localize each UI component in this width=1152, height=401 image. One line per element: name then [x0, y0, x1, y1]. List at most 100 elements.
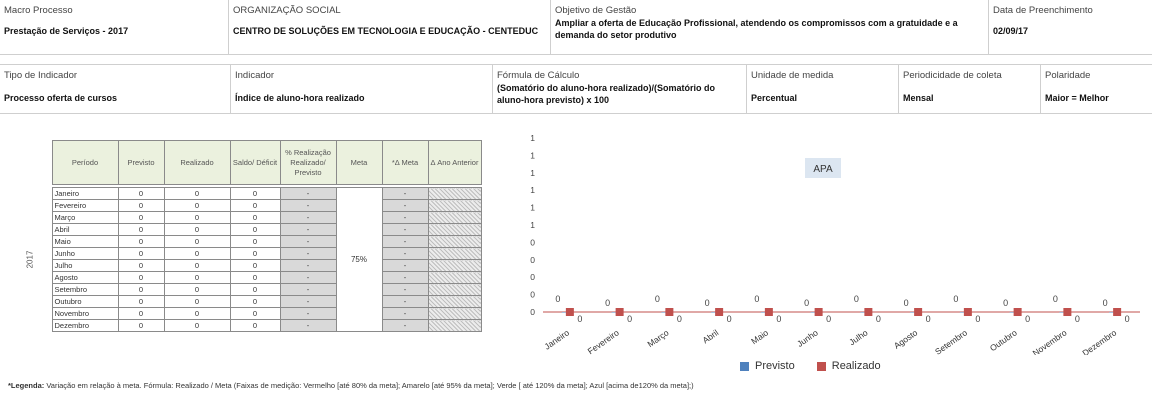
organizacao-value: CENTRO DE SOLUÇÕES EM TECNOLOGIA E EDUCA… — [233, 26, 539, 36]
table-row: Agosto 0 0 0- - — [8, 271, 482, 284]
legend-swatch-previsto — [740, 361, 749, 371]
bar-previsto — [810, 312, 816, 313]
cell-realizado: 0 — [163, 223, 231, 236]
cell-periodo: Janeiro — [51, 187, 119, 200]
cell-delta-meta: - — [381, 199, 429, 212]
bar-previsto — [860, 312, 866, 313]
legend-note-text: Variação em relação à meta. Fórmula: Rea… — [44, 381, 694, 390]
cell-realizacao: - — [279, 295, 337, 308]
table-body: 2017 Janeiro 0 0 0-75% - Fevereiro 0 0 0- - Março 0 0… — [8, 187, 482, 332]
data-label-realizado: 0 — [577, 314, 582, 324]
data-label-realizado: 0 — [975, 314, 980, 324]
col-header-saldo: Saldo/ Déficit — [229, 140, 281, 185]
macro-processo-label: Macro Processo — [4, 5, 73, 16]
table-row: Maio 0 0 0- - — [8, 235, 482, 248]
legend-label-previsto: Previsto — [755, 360, 795, 372]
unidade-medida-cell: Unidade de medida Percentual — [746, 65, 898, 113]
polaridade-value: Maior = Melhor — [1045, 93, 1109, 103]
cell-previsto: 0 — [117, 199, 165, 212]
legend-item-previsto: Previsto — [740, 360, 795, 372]
cell-delta-meta: - — [381, 187, 429, 200]
cell-delta-ano — [427, 295, 482, 308]
data-label-previsto: 0 — [754, 294, 759, 304]
data-label-realizado: 0 — [1025, 314, 1030, 324]
cell-delta-ano — [427, 319, 482, 332]
indicador-label: Indicador — [235, 70, 275, 81]
cell-realizacao: - — [279, 307, 337, 320]
bar-realizado — [1113, 308, 1122, 316]
table-row: Novembro 0 0 0- - — [8, 307, 482, 320]
data-label-previsto: 0 — [605, 298, 610, 308]
col-header-realizado: Realizado — [163, 140, 231, 185]
objetivo-value: Ampliar a oferta de Educação Profissiona… — [555, 18, 958, 40]
cell-delta-ano — [427, 307, 482, 320]
cell-delta-meta: - — [381, 295, 429, 308]
cell-previsto: 0 — [117, 295, 165, 308]
cell-previsto: 0 — [117, 319, 165, 332]
table-row: Setembro 0 0 0- - — [8, 283, 482, 296]
year-cell: 2017 — [8, 188, 52, 332]
formula-value: (Somatório do aluno-hora realizado)/(Som… — [497, 83, 716, 105]
data-label-realizado: 0 — [876, 314, 881, 324]
cell-delta-ano — [427, 223, 482, 236]
x-tick-label: Julho — [847, 327, 870, 347]
cell-saldo: 0 — [229, 199, 281, 212]
col-header-periodo: Período — [51, 140, 119, 185]
x-tick-label: Fevereiro — [586, 327, 621, 355]
cell-previsto: 0 — [117, 283, 165, 296]
bar-realizado — [1063, 308, 1072, 316]
data-preenchimento-cell: Data de Preenchimento 02/09/17 — [988, 0, 1152, 54]
unidade-medida-value: Percentual — [751, 93, 798, 103]
cell-periodo: Novembro — [51, 307, 119, 320]
cell-saldo: 0 — [229, 211, 281, 224]
col-header-meta: Meta — [335, 140, 383, 185]
y-tick-label: 0 — [530, 272, 535, 282]
cell-saldo: 0 — [229, 259, 281, 272]
cell-realizacao: - — [279, 247, 337, 260]
y-tick-label: 0 — [530, 307, 535, 317]
cell-realizado: 0 — [163, 295, 231, 308]
cell-saldo: 0 — [229, 187, 281, 200]
polaridade-label: Polaridade — [1045, 70, 1091, 81]
x-tick-label: Abril — [701, 327, 721, 345]
bar-previsto — [1059, 312, 1065, 313]
bar-previsto — [959, 312, 965, 313]
bar-realizado — [715, 308, 724, 316]
table-row: Junho 0 0 0- - — [8, 247, 482, 260]
cell-delta-ano — [427, 211, 482, 224]
header-row-2: Tipo de Indicador Processo oferta de cur… — [0, 64, 1152, 114]
table-corner — [8, 140, 52, 185]
cell-realizacao: - — [279, 271, 337, 284]
cell-periodo: Março — [51, 211, 119, 224]
cell-realizado: 0 — [163, 211, 231, 224]
cell-delta-ano — [427, 235, 482, 248]
cell-saldo: 0 — [229, 283, 281, 296]
macro-processo-value: Prestação de Serviços - 2017 — [4, 26, 129, 36]
cell-delta-meta: - — [381, 319, 429, 332]
cell-saldo: 0 — [229, 235, 281, 248]
cell-periodo: Dezembro — [51, 319, 119, 332]
organizacao-label: ORGANIZAÇÃO SOCIAL — [233, 5, 341, 16]
cell-delta-ano — [427, 187, 482, 200]
cell-periodo: Setembro — [51, 283, 119, 296]
chart-title-box — [805, 158, 841, 178]
data-label-previsto: 0 — [904, 298, 909, 308]
cell-delta-meta: - — [381, 259, 429, 272]
indicador-cell: Indicador Índice de aluno-hora realizado — [230, 65, 492, 113]
cell-periodo: Abril — [51, 223, 119, 236]
bar-realizado — [1013, 308, 1022, 316]
cell-previsto: 0 — [117, 235, 165, 248]
y-tick-label: 1 — [530, 203, 535, 213]
cell-delta-meta: - — [381, 283, 429, 296]
data-label-realizado: 0 — [776, 314, 781, 324]
x-tick-label: Outubro — [988, 327, 1019, 353]
cell-periodo: Maio — [51, 235, 119, 248]
x-tick-label: Março — [645, 327, 670, 349]
cell-meta: 75% — [335, 187, 383, 332]
y-tick-label: 0 — [530, 255, 535, 265]
data-preenchimento-label: Data de Preenchimento — [993, 5, 1093, 16]
cell-realizado: 0 — [163, 235, 231, 248]
bar-previsto — [910, 312, 916, 313]
cell-realizacao: - — [279, 211, 337, 224]
table-row: Outubro 0 0 0- - — [8, 295, 482, 308]
